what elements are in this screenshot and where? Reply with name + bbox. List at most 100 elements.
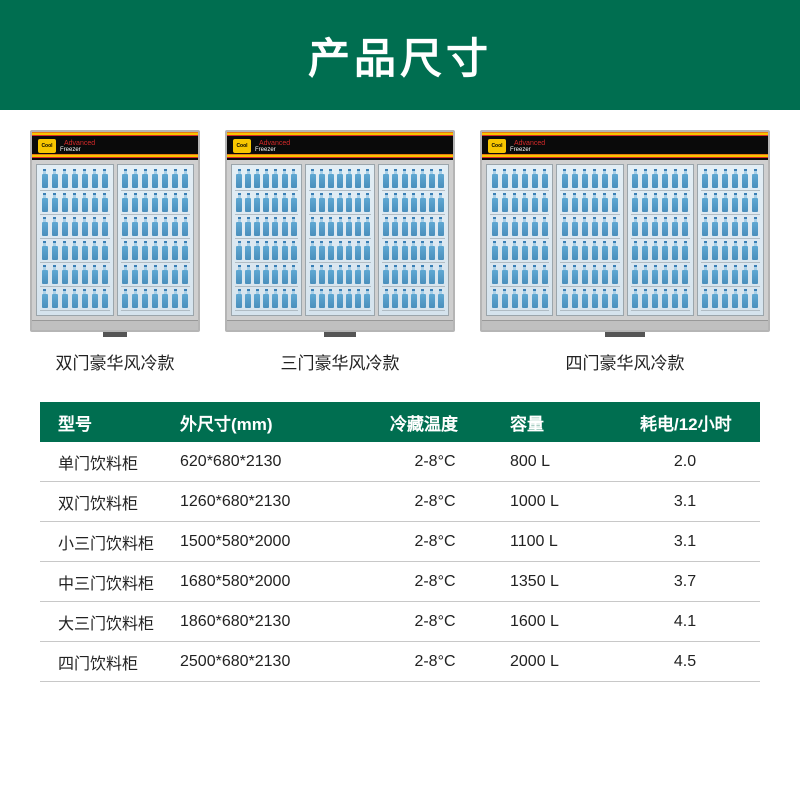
bottle-icon [642,289,648,308]
bottle-icon [562,265,568,284]
cell-model: 双门饮料柜 [40,490,180,514]
freezer-top-bar: CoolAdvancedFreezer [482,132,768,160]
bottle-icon [592,169,598,188]
cell-temp: 2-8°C [370,573,500,591]
bottle-icon [92,241,98,260]
bottle-icon [82,241,88,260]
bottle-icon [182,193,188,212]
bottle-icon [632,193,638,212]
bottle-icon [245,265,251,284]
shelf [40,289,110,311]
bottle-icon [438,265,444,284]
cell-model: 大三门饮料柜 [40,610,180,634]
bottle-icon [92,193,98,212]
bottle-icon [122,289,128,308]
bottle-icon [319,217,325,236]
bottle-icon [42,265,48,284]
freezer-door [486,164,553,316]
bottle-icon [282,193,288,212]
cell-power: 3.1 [620,493,750,511]
bottle-icon [522,289,528,308]
bottle-icon [582,193,588,212]
bottle-icon [310,193,316,212]
bottle-icon [642,217,648,236]
bottle-icon [572,217,578,236]
bottle-icon [429,217,435,236]
bottle-icon [732,193,738,212]
bottle-icon [337,265,343,284]
bottle-icon [254,169,260,188]
bottle-icon [411,217,417,236]
bottle-icon [254,193,260,212]
bottle-icon [245,241,251,260]
bottle-icon [662,193,668,212]
shelf [560,265,619,287]
bottle-icon [562,289,568,308]
bottle-icon [662,169,668,188]
bottle-icon [702,265,708,284]
bottle-icon [310,241,316,260]
cell-dimensions: 2500*680*2130 [180,653,370,671]
bottle-icon [42,289,48,308]
brand-line2: Freezer [60,147,95,153]
bottle-icon [52,193,58,212]
bottle-icon [291,217,297,236]
bottle-icon [732,289,738,308]
bottle-icon [612,289,618,308]
bottle-icon [652,265,658,284]
bottle-icon [722,193,728,212]
shelf [309,241,372,263]
bottle-icon [522,265,528,284]
th-dimensions: 外尺寸(mm) [180,410,370,435]
bottle-icon [122,241,128,260]
freezer-body [32,160,198,320]
cell-model: 单门饮料柜 [40,450,180,474]
bottle-icon [672,289,678,308]
shelf [490,265,549,287]
brand-line1: Advanced [514,140,545,147]
bottle-icon [132,217,138,236]
bottle-icon [236,193,242,212]
bottle-icon [52,217,58,236]
bottle-icon [272,169,278,188]
bottle-icon [722,217,728,236]
bottle-icon [742,265,748,284]
freezer-feet [316,332,364,337]
bottle-icon [682,193,688,212]
cell-dimensions: 1260*680*2130 [180,493,370,511]
bottle-icon [92,265,98,284]
bottle-icon [355,289,361,308]
bottle-icon [72,193,78,212]
brand-line2: Freezer [255,147,290,153]
bottle-icon [355,265,361,284]
bottle-icon [652,193,658,212]
bottle-icon [383,289,389,308]
bottle-icon [702,289,708,308]
bottle-icon [72,289,78,308]
bottle-icon [383,193,389,212]
shelf [631,289,690,311]
shelf [309,217,372,239]
bottle-icon [642,241,648,260]
bottle-icon [245,193,251,212]
shelf [490,241,549,263]
shelf [560,193,619,215]
bottle-icon [662,289,668,308]
bottle-icon [752,265,758,284]
freezer-door [378,164,449,316]
bottle-icon [392,193,398,212]
brand-line1: Advanced [64,140,95,147]
bottle-icon [642,265,648,284]
bottle-icon [162,289,168,308]
bottle-icon [82,193,88,212]
bottle-icon [162,193,168,212]
bottle-icon [162,241,168,260]
freezer-top-bar: CoolAdvancedFreezer [32,132,198,160]
bottle-icon [732,241,738,260]
bottle-icon [752,289,758,308]
bottle-icon [502,217,508,236]
bottle-icon [672,169,678,188]
shelf [235,289,298,311]
bottle-icon [282,169,288,188]
product-unit: CoolAdvancedFreezer四门豪华风冷款 [480,130,770,374]
